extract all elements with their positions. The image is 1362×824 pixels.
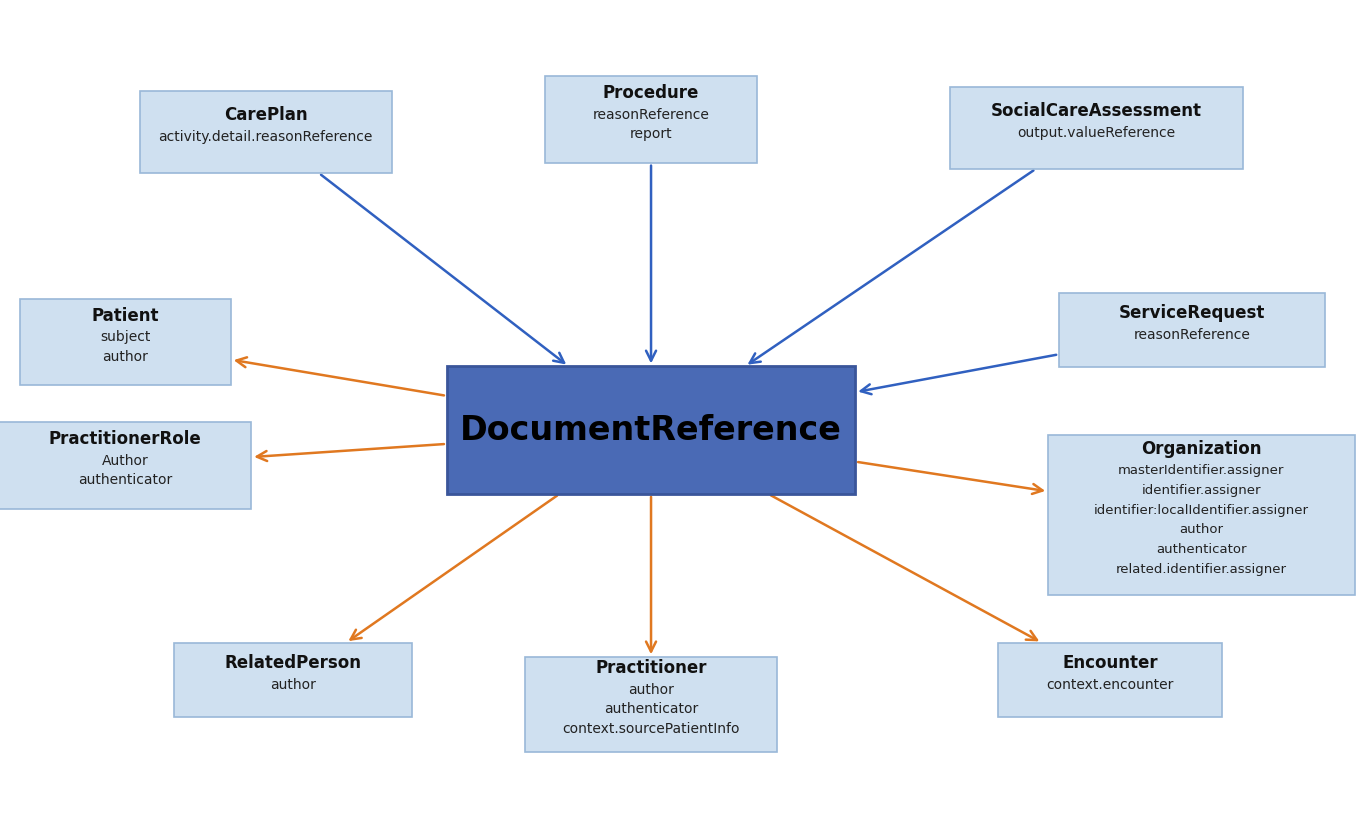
Text: Author: Author	[102, 454, 148, 467]
Text: Procedure: Procedure	[603, 84, 699, 102]
Text: ServiceRequest: ServiceRequest	[1118, 304, 1265, 322]
FancyBboxPatch shape	[951, 87, 1242, 169]
Text: identifier:localIdentifier.assigner: identifier:localIdentifier.assigner	[1094, 503, 1309, 517]
Text: output.valueReference: output.valueReference	[1017, 126, 1175, 139]
Text: subject: subject	[101, 330, 150, 344]
Text: SocialCareAssessment: SocialCareAssessment	[992, 102, 1201, 120]
FancyBboxPatch shape	[1049, 435, 1354, 596]
Text: report: report	[629, 128, 673, 141]
Text: Practitioner: Practitioner	[595, 659, 707, 677]
Text: author: author	[1179, 523, 1223, 536]
Text: authenticator: authenticator	[1156, 543, 1246, 556]
Text: author: author	[628, 683, 674, 696]
Text: Encounter: Encounter	[1062, 654, 1158, 672]
FancyBboxPatch shape	[545, 77, 757, 163]
Text: RelatedPerson: RelatedPerson	[225, 654, 361, 672]
FancyBboxPatch shape	[19, 299, 230, 386]
Text: activity.detail.reasonReference: activity.detail.reasonReference	[158, 130, 373, 143]
FancyBboxPatch shape	[447, 367, 855, 494]
Text: context.encounter: context.encounter	[1046, 678, 1174, 691]
Text: author: author	[270, 678, 316, 691]
FancyBboxPatch shape	[0, 423, 251, 509]
Text: Organization: Organization	[1141, 440, 1261, 458]
FancyBboxPatch shape	[1058, 293, 1324, 367]
Text: Patient: Patient	[91, 307, 159, 325]
FancyBboxPatch shape	[174, 643, 411, 717]
Text: identifier.assigner: identifier.assigner	[1141, 484, 1261, 497]
Text: authenticator: authenticator	[78, 474, 173, 487]
Text: author: author	[102, 350, 148, 363]
FancyBboxPatch shape	[524, 658, 776, 751]
Text: context.sourcePatientInfo: context.sourcePatientInfo	[563, 723, 740, 736]
Text: related.identifier.assigner: related.identifier.assigner	[1115, 563, 1287, 576]
Text: reasonReference: reasonReference	[1133, 328, 1250, 341]
Text: masterIdentifier.assigner: masterIdentifier.assigner	[1118, 464, 1284, 477]
Text: reasonReference: reasonReference	[592, 108, 710, 121]
Text: DocumentReference: DocumentReference	[460, 414, 842, 447]
Text: PractitionerRole: PractitionerRole	[49, 430, 202, 448]
Text: CarePlan: CarePlan	[223, 106, 308, 124]
FancyBboxPatch shape	[140, 91, 392, 173]
FancyBboxPatch shape	[997, 643, 1223, 717]
Text: authenticator: authenticator	[603, 703, 699, 716]
